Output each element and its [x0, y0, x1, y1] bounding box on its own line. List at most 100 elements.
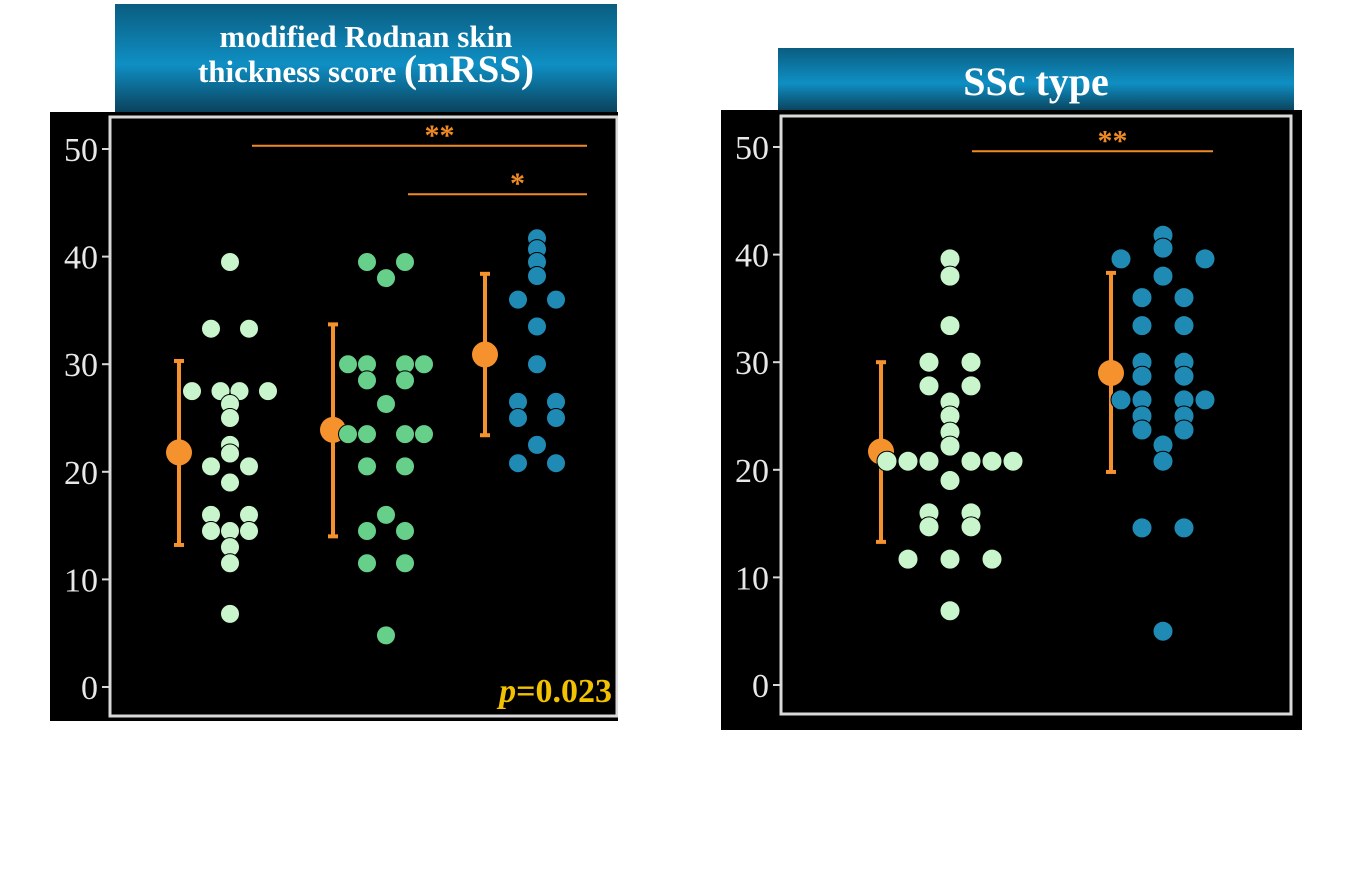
ssc-data-point: [1131, 287, 1153, 309]
mrss-data-point: [357, 424, 377, 445]
ssc-data-point: [981, 548, 1003, 570]
mrss-significance-label: **: [425, 119, 455, 152]
mrss-data-point: [508, 408, 528, 428]
mrss-data-point: [357, 456, 377, 477]
ssc-data-point: [939, 265, 961, 287]
mrss-data-point: [527, 434, 547, 455]
ssc-plot-background: [721, 110, 1302, 730]
ssc-data-point: [939, 435, 961, 457]
mrss-data-point: [527, 265, 547, 286]
ssc-data-point: [1131, 315, 1153, 337]
mrss-data-point: [239, 520, 259, 541]
mrss-data-point: [220, 472, 240, 493]
ssc-data-point: [1110, 248, 1132, 270]
mrss-data-point: [395, 456, 415, 477]
ssc-data-point: [1131, 419, 1153, 441]
ssc-data-point: [918, 375, 940, 397]
ssc-data-point: [1131, 365, 1153, 387]
ssc-data-point: [1152, 265, 1174, 287]
mrss-title-line1: modified Rodnan skin: [219, 19, 513, 54]
ssc-type-title-banner: SSc type: [778, 48, 1294, 112]
mrss-data-point: [201, 318, 221, 339]
mrss-data-point: [376, 504, 396, 525]
mrss-data-point: [220, 443, 240, 464]
ssc-mean-marker: [1098, 359, 1124, 386]
mrss-y-tick-label: 10: [64, 562, 98, 599]
ssc-data-point: [1173, 365, 1195, 387]
ssc-data-point: [918, 516, 940, 538]
mrss-data-point: [182, 381, 202, 402]
mrss-data-point: [527, 316, 547, 337]
ssc-data-point: [960, 450, 982, 472]
mrss-y-tick-label: 0: [81, 670, 98, 707]
mrss-data-point: [395, 370, 415, 391]
mrss-data-point: [508, 289, 528, 310]
ssc-data-point: [876, 450, 898, 472]
mrss-data-point: [338, 424, 358, 445]
ssc-data-point: [939, 470, 961, 492]
mrss-data-point: [239, 456, 259, 477]
mrss-plot-frame: [108, 115, 618, 718]
ssc-data-point: [1173, 517, 1195, 539]
ssc-data-point: [1152, 620, 1174, 642]
ssc-data-point: [918, 450, 940, 472]
ssc-y-tick-label: 50: [735, 130, 769, 167]
ssc-data-point: [1173, 419, 1195, 441]
mrss-significance-label: *: [510, 167, 525, 200]
ssc-y-tick-label: 10: [735, 560, 769, 597]
mrss-data-point: [201, 456, 221, 477]
mrss-data-point: [508, 453, 528, 474]
mrss-data-point: [376, 625, 396, 646]
mrss-data-point: [395, 424, 415, 445]
ssc-data-point: [1194, 248, 1216, 270]
ssc-data-point: [1173, 287, 1195, 309]
mrss-y-tick-label: 40: [64, 240, 98, 277]
mrss-data-point: [220, 603, 240, 624]
ssc-data-point: [960, 351, 982, 373]
ssc-data-point: [1173, 315, 1195, 337]
ssc-data-point: [960, 516, 982, 538]
mrss-data-point: [395, 251, 415, 272]
mrss-title-line2: thickness score (mRSS): [115, 50, 617, 89]
mrss-mean-marker: [166, 439, 192, 466]
mrss-y-tick-label: 30: [64, 347, 98, 384]
mrss-data-point: [395, 520, 415, 541]
ssc-data-point: [1131, 517, 1153, 539]
mrss-data-point: [338, 354, 358, 375]
mrss-data-point: [239, 318, 259, 339]
ssc-plot-frame: [779, 114, 1293, 716]
mrss-title-line2a: thickness score: [197, 54, 397, 89]
ssc-type-chart: 0 10 20 30 40 50 **: [721, 110, 1302, 730]
ssc-data-point: [1110, 389, 1132, 411]
mrss-p-value-number: =0.023: [516, 673, 612, 710]
mrss-data-point: [546, 289, 566, 310]
mrss-data-point: [395, 553, 415, 574]
ssc-data-point: [1194, 389, 1216, 411]
mrss-y-tick-label: 50: [64, 132, 98, 169]
mrss-p-value: p=0.023: [496, 673, 612, 710]
mrss-data-point: [258, 381, 278, 402]
mrss-data-point: [220, 251, 240, 272]
ssc-data-point: [981, 450, 1003, 472]
ssc-type-title: SSc type: [963, 59, 1109, 104]
ssc-y-tick-label: 0: [752, 668, 769, 705]
mrss-data-point: [220, 408, 240, 428]
mrss-mean-marker: [472, 341, 498, 368]
mrss-data-point: [546, 453, 566, 474]
mrss-y-tick-label: 20: [64, 455, 98, 492]
mrss-data-point: [201, 520, 221, 541]
mrss-title-line2b: (mRSS): [404, 48, 535, 91]
ssc-y-tick-label: 40: [735, 238, 769, 275]
ssc-data-point: [939, 548, 961, 570]
mrss-data-point: [376, 268, 396, 289]
ssc-data-point: [918, 351, 940, 373]
mrss-data-point: [357, 520, 377, 541]
ssc-y-tick-label: 30: [735, 345, 769, 382]
mrss-data-point: [414, 354, 434, 375]
mrss-data-point: [357, 553, 377, 574]
ssc-y-tick-label: 20: [735, 453, 769, 490]
ssc-data-point: [897, 450, 919, 472]
ssc-data-point: [939, 600, 961, 622]
mrss-data-point: [414, 424, 434, 445]
